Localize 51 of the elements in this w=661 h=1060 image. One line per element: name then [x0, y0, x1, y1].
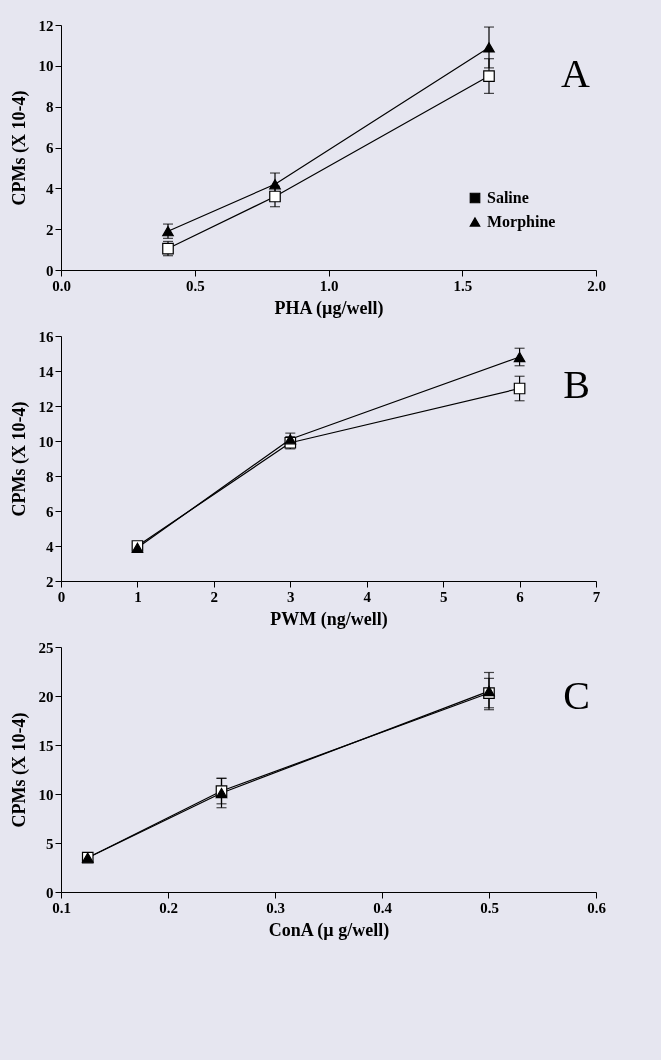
y-axis-title: CPMs (X 10-4) — [8, 401, 30, 517]
annotation: C — [563, 673, 590, 718]
y-tick-label: 0 — [46, 262, 54, 279]
x-tick-label: 7 — [592, 588, 601, 605]
legend-label: Morphine — [487, 213, 556, 231]
y-tick-label: 20 — [38, 688, 54, 705]
x-tick-label: 0.5 — [480, 899, 499, 916]
x-tick-label: 2.0 — [587, 277, 606, 294]
x-tick-label: 4 — [363, 588, 372, 605]
x-tick-label: 0.1 — [52, 899, 71, 916]
annotation: A — [561, 51, 591, 96]
y-tick-label: 4 — [46, 538, 54, 555]
x-axis-title: ConA (µ g/well) — [268, 919, 390, 941]
y-tick-label: 12 — [38, 398, 54, 415]
x-tick-label: 5 — [439, 588, 448, 605]
x-axis-title: PWM (ng/well) — [270, 608, 388, 630]
y-tick-label: 6 — [46, 140, 54, 156]
x-tick-label: 0.2 — [159, 899, 178, 916]
y-tick-label: 10 — [38, 786, 54, 803]
y-tick-label: 0 — [46, 884, 54, 901]
y-tick-label: 2 — [46, 221, 54, 238]
x-tick-label: 0.6 — [587, 899, 607, 916]
x-tick-label: 1.5 — [453, 277, 473, 294]
x-tick-label: 1.0 — [319, 277, 339, 294]
y-tick-label: 14 — [38, 363, 54, 380]
y-tick-label: 15 — [38, 737, 54, 754]
x-tick-label: 3 — [287, 588, 295, 605]
x-tick-label: 1 — [134, 588, 142, 605]
x-tick-label: 0.0 — [52, 277, 71, 294]
y-tick-label: 8 — [46, 468, 54, 485]
y-tick-label: 10 — [38, 433, 54, 450]
annotation: B — [563, 362, 590, 407]
x-tick-label: 0.5 — [185, 277, 205, 294]
y-tick-label: 16 — [38, 328, 54, 345]
y-tick-label: 8 — [46, 99, 54, 116]
y-tick-label: 6 — [46, 503, 54, 520]
x-tick-label: 0.4 — [373, 899, 393, 916]
x-axis-title: PHA (µg/well) — [274, 297, 384, 319]
y-axis-title: CPMs (X 10-4) — [8, 90, 30, 206]
legend-label: Saline — [487, 189, 529, 206]
y-tick-label: 4 — [46, 180, 54, 197]
y-tick-label: 2 — [46, 573, 54, 590]
y-tick-label: 25 — [38, 639, 54, 656]
y-tick-label: 10 — [38, 58, 54, 75]
y-axis-title: CPMs (X 10-4) — [8, 712, 30, 828]
x-tick-label: 0 — [57, 588, 66, 605]
x-tick-label: 2 — [210, 588, 219, 605]
y-tick-label: 12 — [38, 17, 54, 34]
x-tick-label: 0.3 — [266, 899, 285, 916]
y-tick-label: 5 — [46, 835, 54, 852]
x-tick-label: 6 — [516, 588, 525, 605]
